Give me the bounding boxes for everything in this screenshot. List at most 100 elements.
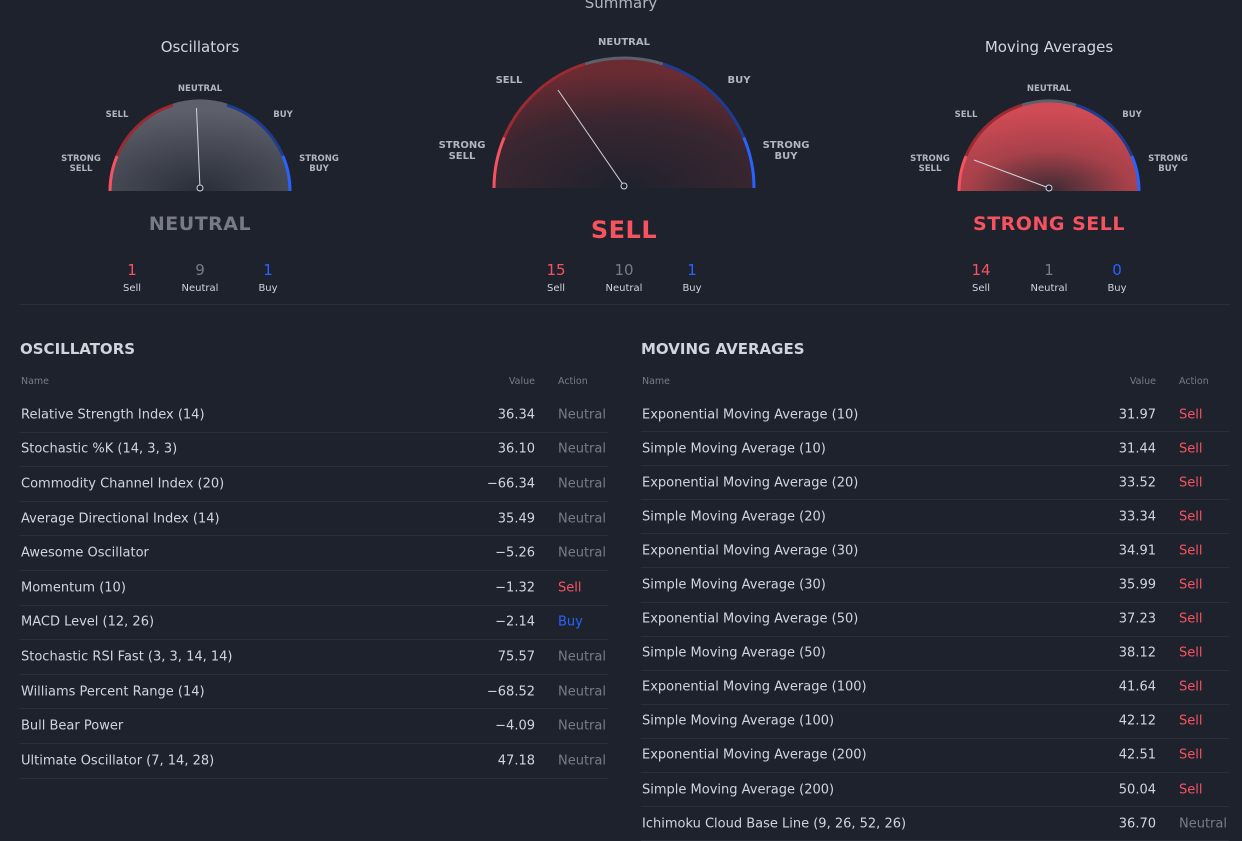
indicator-value: 33.34 (1118, 509, 1156, 525)
indicator-value: 33.52 (1118, 475, 1156, 491)
indicator-action: Sell (1179, 475, 1203, 491)
table-row[interactable]: Exponential Moving Average (200) 42.51 Sel… (641, 739, 1229, 774)
gauge-label-neutral: NEUTRAL (1026, 84, 1072, 94)
indicator-action: Sell (1179, 441, 1203, 457)
indicator-value: 36.70 (1118, 816, 1156, 832)
indicator-action: Sell (1179, 611, 1203, 627)
gauge-needle (196, 107, 201, 189)
indicator-action: Neutral (1179, 816, 1227, 832)
table-row[interactable]: Stochastic %K (14, 3, 3) 36.10 Neutral (20, 433, 608, 468)
indicator-name: Simple Moving Average (20) (642, 509, 826, 525)
indicator-name: Stochastic %K (14, 3, 3) (21, 441, 178, 457)
table-row[interactable]: Exponential Moving Average (100) 41.64 Sel… (641, 671, 1229, 705)
gauge-counts: 15 Sell 10 Neutral 1 Buy (522, 261, 726, 294)
indicator-name: Simple Moving Average (30) (642, 577, 826, 593)
action-column-header: Action (1179, 376, 1209, 387)
indicator-action: Neutral (558, 649, 606, 665)
indicator-action: Sell (1179, 543, 1203, 559)
indicator-name: Awesome Oscillator (21, 545, 149, 561)
indicator-action: Neutral (558, 718, 606, 734)
neutral-count-label: Neutral (605, 283, 643, 294)
indicator-value: 42.12 (1118, 713, 1156, 729)
indicator-value: −1.32 (495, 580, 535, 596)
indicator-name: Exponential Moving Average (100) (642, 679, 867, 695)
table-row[interactable]: Exponential Moving Average (50) 37.23 Sell (641, 603, 1229, 637)
indicator-name: Williams Percent Range (14) (21, 684, 205, 700)
sell-count: 15 (546, 261, 566, 279)
gauge-counts: 14 Sell 1 Neutral 0 Buy (947, 261, 1151, 294)
indicator-name: Simple Moving Average (100) (642, 713, 835, 729)
value-column-header: Value (508, 376, 535, 387)
value-column-header: Value (1129, 376, 1156, 387)
moving-averages-gauge: Moving Averages STRONG SELL SELL NEUTRAL… (849, 0, 1242, 300)
indicator-value: 35.99 (1118, 577, 1156, 593)
gauge-dial (108, 99, 292, 192)
gauge-label-strong-buy: STRONG BUY (299, 154, 339, 174)
indicator-name: MACD Level (12, 26) (21, 614, 155, 630)
indicator-action: Sell (1179, 577, 1203, 593)
indicator-action: Neutral (558, 476, 606, 492)
table-row[interactable]: Awesome Oscillator −5.26 Neutral (20, 536, 608, 571)
table-row[interactable]: Simple Moving Average (50) 38.12 Sell (641, 637, 1229, 671)
table-row[interactable]: Ultimate Oscillator (7, 14, 28) 47.18 Neut… (20, 744, 608, 779)
indicator-action: Sell (1179, 679, 1203, 695)
indicator-value: 36.10 (497, 441, 535, 457)
table-header: Name Value Action (20, 376, 608, 398)
indicator-action: Neutral (558, 407, 606, 423)
table-row[interactable]: Exponential Moving Average (20) 33.52 Sell (641, 466, 1229, 501)
buy-count: 1 (263, 261, 273, 279)
neutral-count: 9 (195, 261, 205, 279)
gauge-label-neutral: NEUTRAL (177, 84, 223, 94)
indicator-name: Relative Strength Index (14) (21, 407, 205, 423)
table-row[interactable]: Stochastic RSI Fast (3, 3, 14, 14) 75.57 N… (20, 640, 608, 675)
oscillators-table-body: Relative Strength Index (14) 36.34 Neutral… (20, 398, 608, 779)
buy-count: 1 (687, 261, 697, 279)
indicator-action: Neutral (558, 753, 606, 769)
indicator-action: Sell (1179, 645, 1203, 661)
indicator-value: −4.09 (495, 718, 535, 734)
indicator-action: Sell (1179, 407, 1203, 423)
indicator-action: Sell (558, 580, 582, 596)
indicator-name: Momentum (10) (21, 580, 126, 596)
indicator-value: 31.44 (1118, 441, 1156, 457)
indicator-action: Sell (1179, 747, 1203, 763)
indicator-name: Average Directional Index (14) (21, 511, 220, 527)
table-row[interactable]: Simple Moving Average (100) 42.12 Sell (641, 705, 1229, 739)
indicator-action: Sell (1179, 713, 1203, 729)
table-row[interactable]: Bull Bear Power −4.09 Neutral (20, 709, 608, 744)
section-title: OSCILLATORS (20, 340, 136, 358)
table-row[interactable]: Williams Percent Range (14) −68.52 Neutral (20, 675, 608, 710)
table-row[interactable]: Simple Moving Average (10) 31.44 Sell (641, 432, 1229, 467)
indicator-value: −2.14 (495, 614, 535, 630)
table-row[interactable]: MACD Level (12, 26) −2.14 Buy (20, 606, 608, 641)
indicator-value: 41.64 (1118, 679, 1156, 695)
table-row[interactable]: Commodity Channel Index (20) −66.34 Neutra… (20, 467, 608, 502)
table-row[interactable]: Simple Moving Average (200) 50.04 Sell (641, 773, 1229, 808)
indicator-action: Sell (1179, 782, 1203, 798)
table-row[interactable]: Momentum (10) −1.32 Sell (20, 571, 608, 606)
table-row[interactable]: Average Directional Index (14) 35.49 Neutr… (20, 502, 608, 537)
table-row[interactable]: Exponential Moving Average (10) 31.97 Sell (641, 398, 1229, 433)
section-divider (20, 304, 1230, 305)
oscillators-section: OSCILLATORS Name Value Action Relative S… (20, 340, 608, 779)
table-row[interactable]: Ichimoku Cloud Base Line (9, 26, 52, 26)… (641, 807, 1229, 841)
gauge-needle (973, 159, 1050, 189)
table-row[interactable]: Relative Strength Index (14) 36.34 Neutral (20, 398, 608, 433)
buy-count-label: Buy (258, 283, 278, 294)
gauge-label-buy: BUY (727, 75, 751, 86)
sell-count: 14 (971, 261, 991, 279)
moving-averages-table-body: Exponential Moving Average (10) 31.97 Sell… (641, 398, 1229, 841)
table-row[interactable]: Simple Moving Average (20) 33.34 Sell (641, 500, 1229, 535)
sell-count-label: Sell (971, 283, 991, 294)
neutral-count-label: Neutral (1030, 283, 1068, 294)
table-row[interactable]: Exponential Moving Average (30) 34.91 Sell (641, 534, 1229, 569)
indicator-value: 31.97 (1118, 407, 1156, 423)
indicator-value: 34.91 (1118, 543, 1156, 559)
neutral-count: 1 (1044, 261, 1054, 279)
indicator-name: Exponential Moving Average (20) (642, 475, 859, 491)
gauge-needle (557, 89, 625, 187)
indicator-name: Exponential Moving Average (50) (642, 611, 859, 627)
table-row[interactable]: Simple Moving Average (30) 35.99 Sell (641, 568, 1229, 603)
gauge-label-buy: BUY (273, 110, 293, 120)
gauge-title: Moving Averages (984, 38, 1114, 56)
